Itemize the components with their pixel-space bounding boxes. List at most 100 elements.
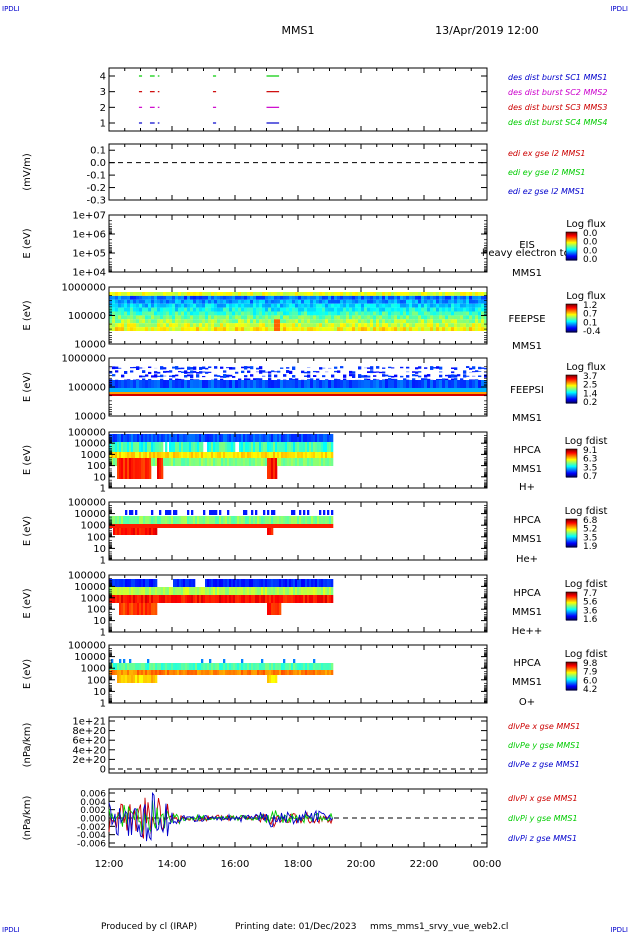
spectrogram-cell [415, 299, 419, 304]
spectrogram-cell [262, 315, 266, 320]
spectrogram-cell [123, 587, 126, 595]
spectrogram-cell [245, 434, 248, 442]
spectrogram-cell [442, 392, 446, 394]
spectrogram-cell [199, 371, 203, 374]
spectrogram-cell [481, 388, 485, 392]
spectrogram-cell [199, 295, 203, 300]
spectrogram-cell [257, 587, 260, 595]
spectrogram-cell [199, 292, 203, 296]
spectrogram-cell [151, 315, 155, 320]
spectrogram-cell [265, 371, 269, 373]
spectrogram-cell [358, 374, 362, 378]
spectrogram-cell [277, 295, 281, 300]
spectrogram-cell [352, 315, 356, 320]
spectrogram-cell [181, 670, 184, 675]
spectrogram-cell [263, 442, 266, 452]
spectrogram-cell [151, 510, 154, 515]
spectrogram-cell [202, 292, 206, 296]
spectrogram-cell [358, 307, 362, 312]
spectrogram-cell [319, 442, 322, 452]
spectrogram-cell [241, 524, 244, 528]
spectrogram-cell [208, 303, 212, 308]
spectrogram-cell [147, 528, 150, 535]
spectrogram-cell [367, 303, 371, 308]
colorbar-tick-label: 1.6 [583, 615, 598, 625]
spectrogram-cell [115, 516, 118, 524]
spectrogram-cell [310, 292, 314, 296]
spectrogram-cell [484, 323, 488, 328]
spectrogram-cell [211, 299, 215, 304]
spectrogram-cell [305, 663, 308, 670]
spectrogram-cell [291, 516, 294, 524]
spectrogram-cell [315, 458, 318, 466]
spectrogram-cell [135, 524, 138, 528]
spectrogram-cell [484, 303, 488, 308]
spectrogram-cell [328, 299, 332, 304]
spectrogram-cell [439, 388, 443, 392]
spectrogram-cell [269, 524, 272, 528]
spectrogram-cell [163, 319, 167, 324]
spectrogram-cell [322, 327, 326, 331]
spectrogram-cell [406, 323, 410, 328]
spectrogram-cell [179, 516, 182, 524]
spectrogram-cell [199, 434, 202, 442]
spectrogram-cell [163, 452, 166, 458]
spectrogram-cell [181, 516, 184, 524]
spectrogram-cell [193, 370, 197, 373]
spectrogram-cell [124, 371, 128, 374]
spectrogram-cell [349, 315, 353, 320]
spectrogram-cell [283, 303, 287, 308]
spectrogram-cell [334, 307, 338, 312]
spectrogram-cell [331, 315, 335, 320]
spectrogram-cell [109, 394, 113, 396]
spectrogram-cell [151, 587, 154, 595]
spectrogram-cell [133, 587, 136, 595]
spectrogram-cell [238, 327, 242, 331]
spectrogram-cell [433, 323, 437, 328]
spectrogram-cell [289, 311, 293, 316]
spectrogram-cell [394, 323, 398, 328]
spectrogram-cell [269, 434, 272, 442]
spectrogram-cell [304, 299, 308, 304]
spectrogram-cell [364, 315, 368, 320]
spectrogram-cell [327, 516, 330, 524]
spectrogram-cell [315, 442, 318, 452]
spectrogram-cell [391, 367, 395, 369]
spectrogram-cell [135, 528, 138, 535]
spectrogram-cell [403, 392, 407, 394]
spectrogram-cell [316, 295, 320, 300]
spectrogram-cell [313, 579, 316, 587]
spectrogram-cell [190, 367, 194, 370]
spectrogram-cell [226, 374, 230, 378]
spectrogram-cell [139, 323, 143, 328]
spectrogram-cell [125, 579, 128, 587]
spectrogram-cell [352, 303, 356, 308]
spectrogram-cell [263, 524, 266, 528]
spectrogram-cell [463, 394, 467, 396]
spectrogram-cell [191, 663, 194, 670]
spectrogram-cell [175, 303, 179, 308]
y-tick-label: -0.006 [77, 840, 106, 850]
colorbar-swatch [566, 601, 577, 603]
spectrogram-cell [484, 388, 488, 392]
spectrogram-cell [418, 327, 422, 331]
spectrogram-cell [145, 388, 149, 392]
spectrogram-cell [197, 595, 200, 603]
spectrogram-cell [385, 319, 389, 324]
spectrogram-cell [129, 595, 132, 603]
spectrogram-cell [421, 392, 425, 394]
spectrogram-cell [179, 587, 182, 595]
spectrogram-cell [385, 323, 389, 328]
spectrogram-cell [111, 524, 114, 528]
spectrogram-cell [142, 392, 146, 394]
spectrogram-cell [125, 458, 128, 479]
spectrogram-cell [262, 295, 266, 300]
spectrogram-cell [214, 315, 218, 320]
spectrogram-cell [191, 579, 194, 587]
spectrogram-cell [127, 458, 130, 479]
spectrogram-cell [249, 579, 252, 587]
spectrogram-cell [208, 311, 212, 316]
spectrogram-cell [469, 311, 473, 316]
spectrogram-cell [400, 295, 404, 300]
spectrogram-cell [292, 380, 296, 392]
